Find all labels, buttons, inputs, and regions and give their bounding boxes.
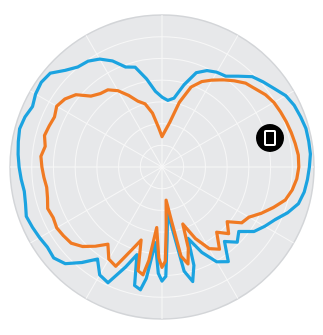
grid-spoke — [161, 166, 239, 299]
series-line-1 — [16, 57, 312, 292]
grid-spoke — [161, 35, 239, 168]
grid-spoke — [30, 166, 163, 244]
series-layer — [16, 57, 312, 292]
grid-spoke — [161, 166, 294, 244]
phone-icon — [264, 130, 276, 146]
grid-spoke — [85, 35, 163, 168]
series-line-2 — [39, 78, 301, 277]
grid-spoke — [161, 90, 294, 168]
grid-spoke — [85, 166, 163, 299]
device-badge[interactable] — [256, 124, 284, 152]
polar-grid — [9, 14, 315, 320]
grid-spoke — [30, 90, 163, 168]
